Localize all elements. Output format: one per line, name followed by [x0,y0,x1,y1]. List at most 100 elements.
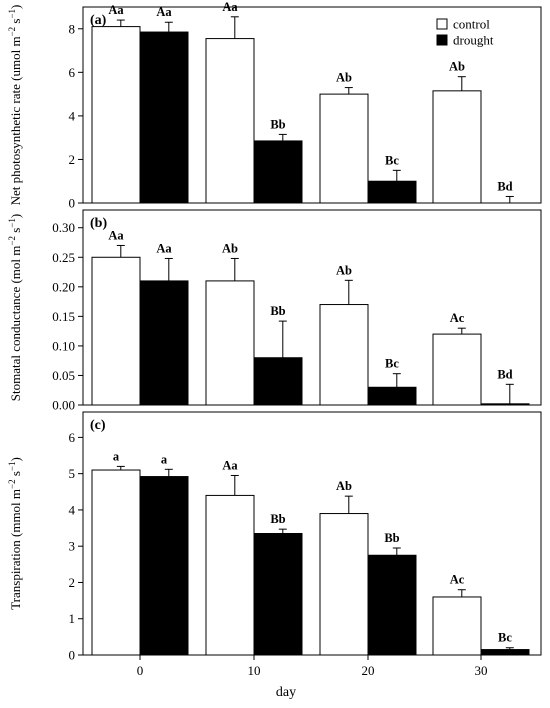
y-tick-label: 1 [69,611,76,626]
y-tick-label: 2 [69,575,76,590]
panel-2: 0.00 0.05 0.10 0.15 0.20 0.25 0.30 Stomatal con… [7,209,542,413]
significance-label: Aa [108,3,124,17]
y-axis-label-part: −1 [7,9,17,19]
bar-control [205,38,255,204]
bar-drought [253,533,303,656]
y-tick-label: 0 [69,648,76,663]
legend-swatch-drought [436,34,448,46]
y-axis-label-part: s [8,471,23,479]
y-tick-label: 2 [69,152,76,167]
y-axis-label-part: −2 [7,479,17,489]
significance-label: Aa [222,458,238,472]
x-tick-label: 0 [137,663,144,678]
significance-label: Bd [497,367,512,381]
significance-label: Bc [385,153,399,167]
x-axis: 0 10 20 30 [137,655,488,678]
y-tick-label: 6 [69,430,76,445]
bar-drought [139,280,189,406]
bar-drought [367,386,417,406]
significance-label: Ab [336,71,352,85]
legend-label-drought: drought [453,33,494,48]
y-axis-label-part: −2 [7,27,17,37]
y-axis-label-part: ) [8,5,23,9]
significance-label: Aa [108,228,124,242]
bar-control [205,280,255,406]
y-axis-label: Net photosynthetic rate (umol m−2 s−1) [7,5,23,206]
panel-frame [82,209,542,406]
panel-label: (a) [90,13,107,28]
bar-control [91,469,141,656]
y-tick-label: 0.00 [52,398,75,413]
y-tick-label: 0.10 [52,338,75,353]
bar-control [432,596,482,656]
bar-control [319,513,369,656]
y-axis-label-part: s [8,19,23,27]
y-axis-label-part: −2 [7,236,17,246]
y-tick-label: 4 [69,502,76,517]
significance-label: Aa [156,5,172,19]
x-tick-label: 20 [362,663,375,678]
y-tick-label: 0.25 [52,250,75,265]
bar-control [319,93,369,204]
y-tick-label: 4 [69,108,76,123]
significance-label: Ab [336,479,352,493]
y-tick-label: 0.30 [52,220,75,235]
panel-label: (b) [90,216,107,231]
significance-label: Ab [222,241,238,255]
bar-drought [253,357,303,406]
y-tick-label: 5 [69,466,76,481]
y-axis-label: Stomatal conductance (mol m−2 s−1) [7,214,23,401]
significance-label: a [161,452,168,466]
x-tick-label: 10 [248,663,261,678]
bar-control [319,304,369,406]
bar-drought [367,554,417,656]
panel-frame [82,411,542,656]
legend-swatch-control [436,18,448,30]
bar-control [432,90,482,204]
y-axis-label-part: s [8,228,23,236]
significance-label: Ab [449,60,465,74]
significance-label: Ab [336,263,352,277]
y-axis-label-part: ) [8,457,23,461]
bar-drought [253,140,303,204]
significance-label: Bc [498,631,512,645]
y-axis-label-part: Stomatal conductance (mol m [8,246,23,402]
y-tick-label: 8 [69,21,76,36]
y-axis-label: Transpiration (mmol m−2 s−1) [7,457,23,610]
y-tick-label: 6 [69,65,76,80]
y-tick-label: 3 [69,539,76,554]
y-tick-label: 0 [69,196,76,211]
significance-label: Ac [450,573,465,587]
significance-label: Bd [497,179,512,193]
panel-frame [82,6,542,204]
bar-control [432,333,482,406]
panel-label: (c) [90,418,106,433]
bar-drought [480,403,530,406]
y-axis-label-part: −1 [7,218,17,228]
bar-control [91,256,141,406]
significance-label: Bb [384,531,399,545]
bar-control [91,26,141,204]
significance-label: Aa [222,0,238,14]
panel-1: 0 2 4 6 8 Net photosynthetic rate (umol m−2 s… [7,0,542,211]
panel-3: 0 1 2 3 4 5 6 Transpiration (mmol m−2 s−1) (c) a A… [7,411,542,663]
significance-label: Bb [270,512,285,526]
significance-label: Aa [156,241,172,255]
x-axis-label: day [276,685,296,700]
bar-drought [139,476,189,656]
significance-label: a [113,449,120,463]
significance-label: Bc [385,357,399,371]
y-tick-label: 0.20 [52,279,75,294]
y-axis-label-part: ) [8,214,23,218]
significance-label: Ac [450,311,465,325]
y-tick-label: 0.05 [52,368,75,383]
significance-label: Bb [270,117,285,131]
bar-control [205,494,255,656]
bar-drought [139,31,189,204]
y-axis-label-part: Net photosynthetic rate (umol m [8,36,23,205]
y-tick-label: 0.15 [52,309,75,324]
significance-label: Bb [270,304,285,318]
y-axis-label-part: Transpiration (mmol m [8,489,23,610]
